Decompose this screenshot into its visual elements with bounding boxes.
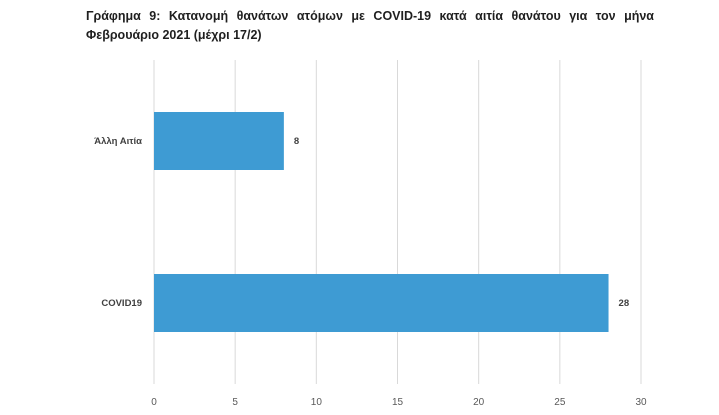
x-tick-label: 5 <box>232 397 238 408</box>
data-label: 8 <box>294 136 299 147</box>
x-tick-label: 0 <box>151 397 157 408</box>
chart-title-line-1: Γράφημα 9: Κατανομή θανάτων ατόμων με CO… <box>86 9 654 23</box>
chart-title: Γράφημα 9: Κατανομή θανάτων ατόμων με CO… <box>86 7 654 45</box>
x-tick-label: 25 <box>554 397 566 408</box>
x-tick-label: 30 <box>635 397 647 408</box>
data-label: 28 <box>619 298 630 309</box>
x-tick-label: 10 <box>311 397 323 408</box>
bar <box>154 112 284 170</box>
category-label: Άλλη Αιτία <box>94 136 142 147</box>
bar <box>154 274 609 332</box>
category-label: COVID19 <box>101 298 142 309</box>
chart-title-line-2: Φεβρουάριο 2021 (μέχρι 17/2) <box>86 28 262 42</box>
x-tick-label: 15 <box>392 397 404 408</box>
x-tick-label: 20 <box>473 397 485 408</box>
